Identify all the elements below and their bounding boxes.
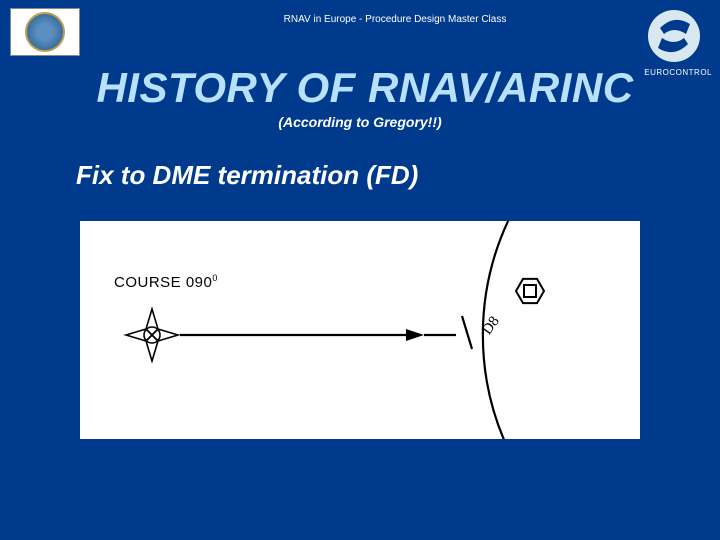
icao-logo bbox=[10, 8, 80, 56]
breadcrumb: RNAV in Europe - Procedure Design Master… bbox=[80, 8, 710, 25]
icao-globe-icon bbox=[25, 12, 65, 52]
slide-subtitle: (According to Gregory!!) bbox=[0, 114, 720, 130]
slide-header: RNAV in Europe - Procedure Design Master… bbox=[0, 0, 720, 60]
course-label: COURSE 0900 bbox=[114, 273, 218, 291]
fd-diagram: COURSE 0900 D8 bbox=[80, 221, 640, 439]
eurocontrol-logo-icon bbox=[646, 8, 702, 64]
eurocontrol-label: EUROCONTROL bbox=[644, 68, 712, 77]
slide-title: HISTORY OF RNAV/ARINC bbox=[0, 64, 720, 112]
section-heading: Fix to DME termination (FD) bbox=[76, 160, 720, 191]
diagram-svg bbox=[80, 221, 640, 439]
